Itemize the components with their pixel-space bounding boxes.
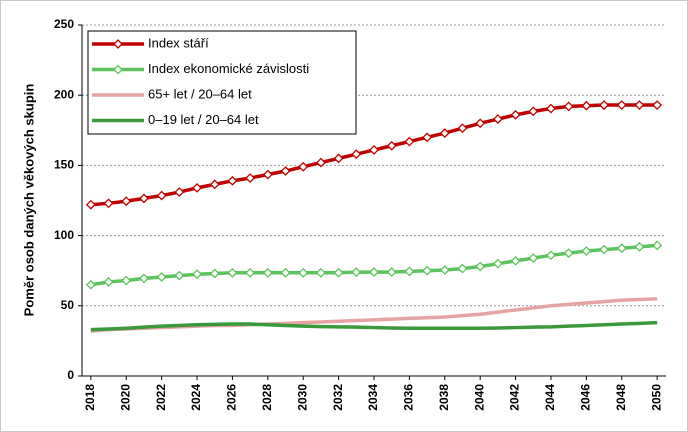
x-tick-label: 2020	[118, 384, 132, 411]
marker	[298, 161, 309, 172]
y-tick-label: 200	[54, 87, 74, 101]
marker	[475, 118, 486, 129]
marker	[85, 279, 96, 290]
marker	[563, 248, 574, 259]
marker	[599, 244, 609, 255]
marker	[192, 182, 202, 193]
marker	[528, 106, 539, 117]
y-axis-title: Poměr osob daných věkových skupin	[21, 84, 36, 317]
x-tick-label: 2018	[83, 384, 97, 411]
x-tick-label: 2042	[508, 384, 522, 411]
marker	[634, 100, 645, 110]
marker	[156, 190, 167, 201]
marker	[581, 246, 592, 256]
marker	[351, 267, 362, 278]
marker	[298, 267, 309, 278]
marker	[209, 179, 220, 190]
marker	[457, 123, 468, 134]
marker	[386, 140, 397, 151]
marker	[139, 193, 149, 204]
marker	[510, 109, 521, 120]
legend-marker	[113, 39, 123, 49]
x-tick-label: 2048	[614, 384, 628, 411]
marker	[121, 275, 132, 286]
marker	[245, 173, 256, 183]
marker	[616, 243, 627, 254]
x-tick-label: 2050	[649, 384, 663, 411]
x-tick-label: 2046	[579, 384, 593, 411]
marker	[652, 240, 663, 251]
marker	[563, 101, 574, 112]
marker	[315, 267, 326, 278]
marker	[209, 268, 220, 279]
marker	[103, 277, 114, 287]
x-tick-label: 2038	[437, 384, 451, 411]
marker	[581, 100, 592, 111]
marker	[103, 198, 114, 209]
marker	[634, 241, 645, 252]
marker	[121, 196, 132, 207]
marker	[546, 250, 556, 261]
marker	[192, 269, 202, 280]
legend-label: 65+ let / 20–64 let	[148, 86, 252, 101]
marker	[422, 132, 433, 143]
legend-label: Index stáří	[148, 35, 209, 50]
marker	[510, 255, 521, 266]
marker	[652, 100, 663, 110]
marker	[404, 266, 415, 277]
x-tick-label: 2026	[225, 384, 239, 411]
x-tick-label: 2040	[472, 384, 486, 411]
y-tick-label: 150	[54, 158, 74, 172]
marker	[333, 153, 344, 164]
marker	[333, 267, 344, 278]
x-tick-label: 2030	[295, 384, 309, 411]
marker	[475, 261, 486, 272]
marker	[439, 265, 450, 275]
marker	[422, 265, 433, 276]
legend-box	[87, 30, 357, 135]
marker	[227, 175, 238, 186]
legend-marker	[113, 64, 123, 75]
marker	[174, 187, 185, 197]
marker	[439, 128, 450, 139]
marker	[227, 267, 238, 278]
x-tick-label: 2024	[189, 384, 203, 411]
marker	[245, 267, 256, 278]
marker	[262, 169, 273, 180]
x-tick-label: 2022	[154, 384, 168, 411]
marker	[315, 157, 326, 168]
x-tick-label: 2028	[260, 384, 274, 411]
legend-label: 0–19 let / 20–64 let	[148, 112, 259, 127]
x-tick-label: 2034	[366, 384, 380, 411]
x-tick-label: 2032	[331, 384, 345, 411]
marker	[174, 270, 185, 281]
marker	[457, 263, 468, 274]
marker	[404, 136, 415, 147]
marker	[599, 100, 609, 110]
marker	[156, 272, 167, 282]
y-tick-label: 100	[54, 228, 74, 242]
marker	[139, 273, 149, 284]
marker	[85, 199, 96, 210]
y-tick-label: 0	[67, 368, 74, 382]
marker	[369, 267, 379, 278]
marker	[351, 149, 362, 160]
marker	[492, 258, 503, 269]
marker	[546, 103, 556, 114]
marker	[528, 253, 539, 263]
legend-label: Index ekonomické závislosti	[148, 61, 309, 76]
x-tick-label: 2036	[402, 384, 416, 411]
marker	[369, 145, 379, 155]
series-line	[90, 320, 658, 332]
marker	[616, 100, 627, 110]
marker	[280, 267, 291, 278]
y-tick-label: 50	[61, 298, 75, 312]
marker	[386, 267, 397, 278]
x-tick-label: 2044	[543, 384, 557, 411]
y-tick-label: 250	[54, 17, 74, 31]
marker	[280, 166, 291, 176]
marker	[262, 267, 273, 278]
marker	[492, 114, 503, 124]
